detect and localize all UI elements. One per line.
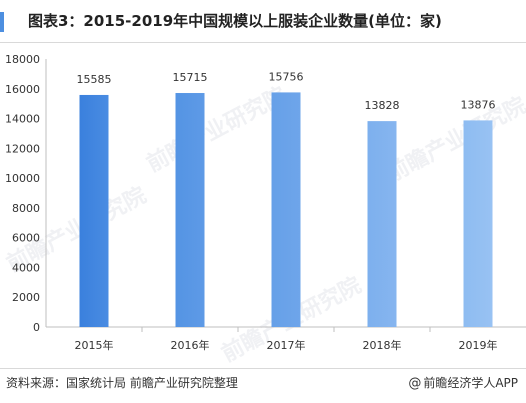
y-tick-label: 18000 — [5, 53, 40, 66]
bar-series — [79, 92, 493, 327]
data-label: 13828 — [365, 99, 400, 112]
data-labels: 15585 15715 15756 13828 13876 — [77, 70, 496, 112]
footer-divider — [0, 368, 526, 369]
data-label: 15756 — [269, 70, 304, 83]
bar — [271, 92, 301, 327]
data-label: 15715 — [173, 71, 208, 84]
y-tick-label: 12000 — [5, 142, 40, 155]
data-label: 15585 — [77, 73, 112, 86]
y-axis: 0 2000 4000 6000 8000 10000 12000 14000 16000 180… — [5, 53, 47, 334]
brand-name: 前瞻经济学人APP — [423, 376, 518, 390]
y-tick-label: 14000 — [5, 113, 40, 126]
y-tick-label: 6000 — [12, 232, 40, 245]
x-axis: 2015年 2016年 2017年 2018年 2019年 — [46, 326, 526, 352]
y-tick-label: 2000 — [12, 291, 40, 304]
y-tick-label: 16000 — [5, 83, 40, 96]
chart-title: 图表3：2015-2019年中国规模以上服装企业数量(单位：家) — [28, 12, 442, 30]
y-tick-label: 10000 — [5, 172, 40, 185]
x-tick-label: 2015年 — [75, 338, 114, 352]
bar — [367, 121, 397, 327]
bar — [463, 120, 493, 327]
bar — [79, 94, 109, 327]
brand-credit: @ 前瞻经济学人APP — [408, 374, 518, 391]
x-tick-label: 2017年 — [267, 338, 306, 352]
y-tick-label: 4000 — [12, 261, 40, 274]
title-accent-bar — [0, 12, 4, 32]
bar-chart: 0 2000 4000 6000 8000 10000 12000 14000 16000 180… — [5, 53, 526, 352]
bar — [175, 93, 205, 327]
y-tick-label: 8000 — [12, 202, 40, 215]
x-tick-label: 2019年 — [459, 338, 498, 352]
data-label: 13876 — [461, 98, 496, 111]
y-tick-label: 0 — [33, 321, 40, 334]
x-tick-label: 2018年 — [363, 338, 402, 352]
title-divider — [0, 42, 526, 43]
source-note: 资料来源：国家统计局 前瞻产业研究院整理 — [6, 376, 238, 390]
at-icon: @ — [408, 376, 422, 391]
x-tick-label: 2016年 — [171, 338, 210, 352]
